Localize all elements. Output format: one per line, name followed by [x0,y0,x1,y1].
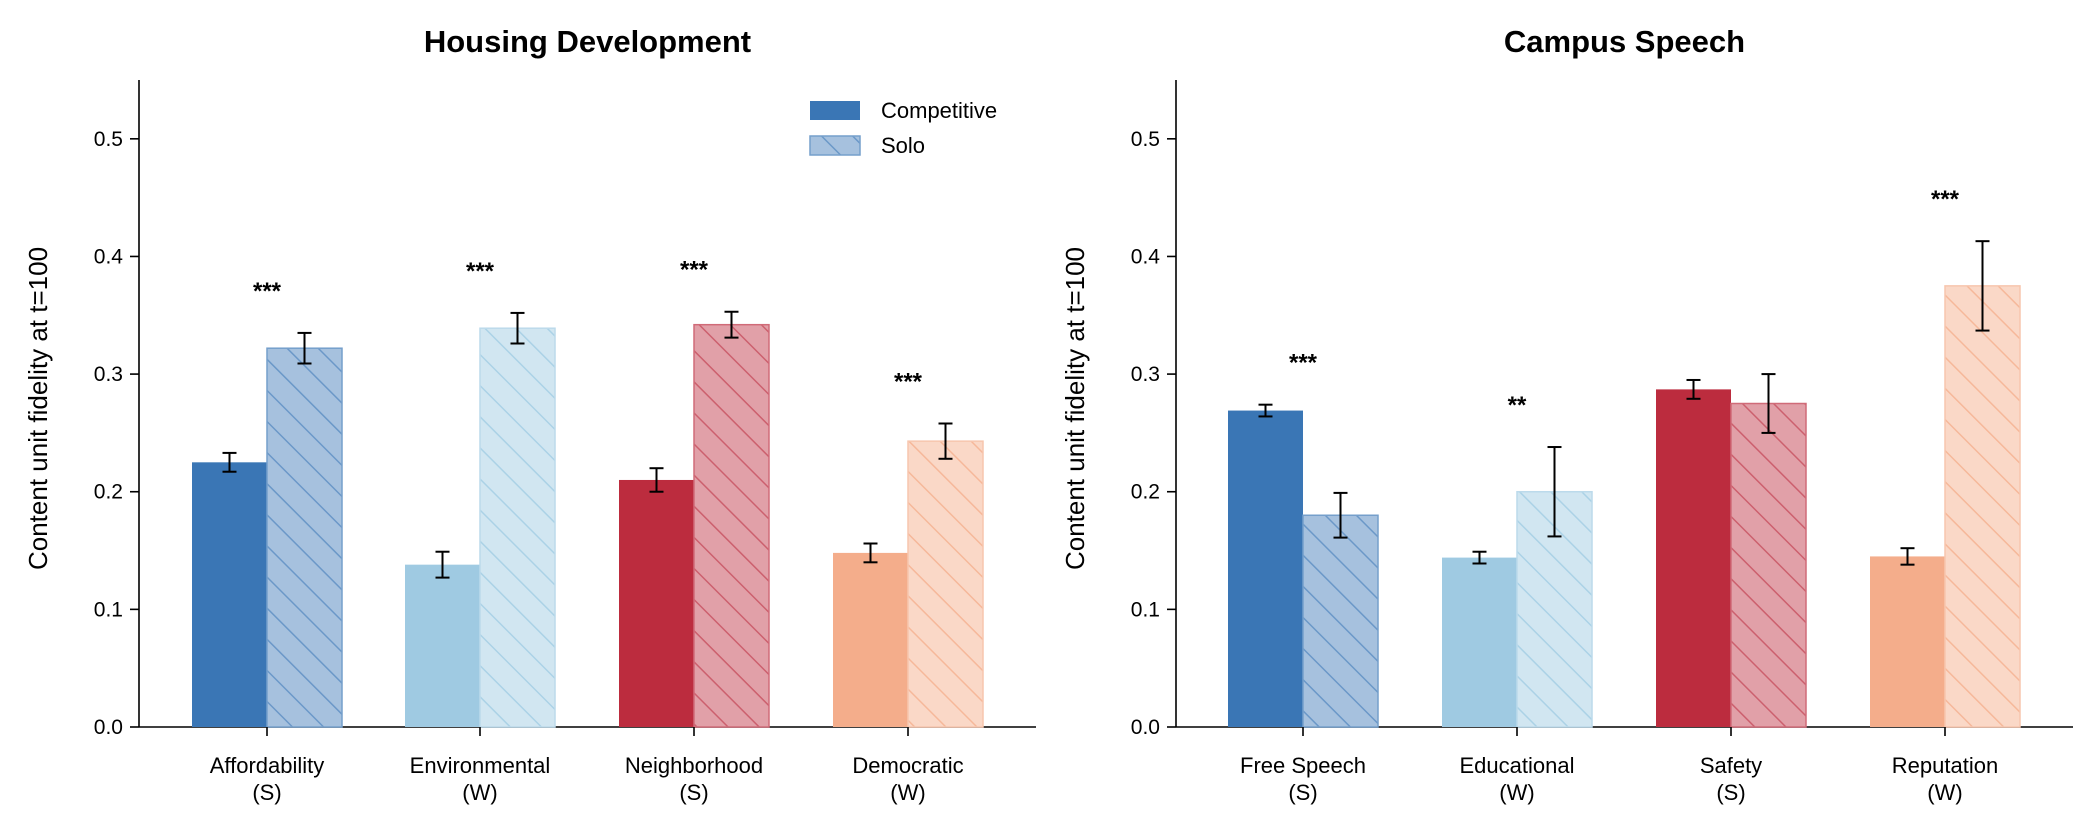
x-tick-label: Reputation [1892,753,1998,778]
x-tick-label: Educational [1460,753,1575,778]
significance-marker: ** [1508,392,1527,419]
x-tick-sublabel: (W) [462,780,497,805]
bar-solo-hatch [693,323,770,728]
y-tick-label: 0.5 [1131,128,1160,151]
bar-solo-hatch [1730,402,1807,728]
x-tick-sublabel: (W) [1499,780,1534,805]
bar-competitive [405,564,480,727]
x-tick-sublabel: (W) [890,780,925,805]
bar-competitive [192,462,267,727]
y-tick-label: 0.1 [94,598,123,621]
x-tick-label: Environmental [410,753,551,778]
bar-solo-hatch [1302,514,1379,728]
chart-title: Housing Development [424,24,751,59]
significance-marker: *** [466,258,495,285]
x-tick-sublabel: (S) [252,780,281,805]
housing-development-panel: Housing Development Content unit fidelity… [23,24,1036,805]
significance-marker: *** [253,278,282,305]
y-tick-label: 0.2 [1131,481,1160,504]
y-tick-label: 0.3 [94,363,123,386]
legend: Competitive Solo [809,98,997,158]
chart-title: Campus Speech [1504,24,1745,59]
x-tick-label: Democratic [852,753,963,778]
bar-competitive [1442,557,1517,727]
significance-marker: *** [1931,186,1960,213]
bar-competitive [1228,410,1303,727]
y-tick-label: 0.4 [1131,245,1161,268]
y-tick-label: 0.3 [1131,363,1160,386]
y-tick-label: 0.4 [94,245,124,268]
bar-competitive [1870,556,1945,727]
legend-label-solo: Solo [881,133,925,158]
legend-swatch-competitive [810,101,860,120]
x-tick-label: Affordability [210,753,325,778]
x-tick-label: Safety [1700,753,1762,778]
x-tick-label: Neighborhood [625,753,763,778]
y-tick-label: 0.0 [1131,716,1160,739]
y-tick-label: 0.2 [94,481,123,504]
y-axis-label: Content unit fidelity at t=100 [1060,247,1090,570]
significance-marker: *** [894,368,923,395]
legend-swatch-solo-hatch [809,135,861,156]
y-axis-label: Content unit fidelity at t=100 [23,247,53,570]
x-tick-sublabel: (S) [1288,780,1317,805]
bar-competitive [833,552,908,727]
x-tick-label: Free Speech [1240,753,1366,778]
y-tick-label: 0.1 [1131,598,1160,621]
legend-label-competitive: Competitive [881,98,997,123]
y-tick-label: 0.5 [94,128,123,151]
x-tick-sublabel: (S) [1716,780,1745,805]
bar-competitive [619,479,694,727]
bar-competitive [1656,389,1731,727]
significance-marker: *** [680,257,709,284]
bar-solo-hatch [907,440,984,728]
bar-solo-hatch [479,327,556,728]
x-tick-sublabel: (W) [1927,780,1962,805]
bar-solo-hatch [1944,285,2021,728]
significance-marker: *** [1289,350,1318,377]
bar-solo-hatch [266,347,343,728]
campus-speech-panel: Campus Speech Content unit fidelity at t=… [1060,24,2073,805]
x-tick-sublabel: (S) [679,780,708,805]
y-tick-label: 0.0 [94,716,123,739]
